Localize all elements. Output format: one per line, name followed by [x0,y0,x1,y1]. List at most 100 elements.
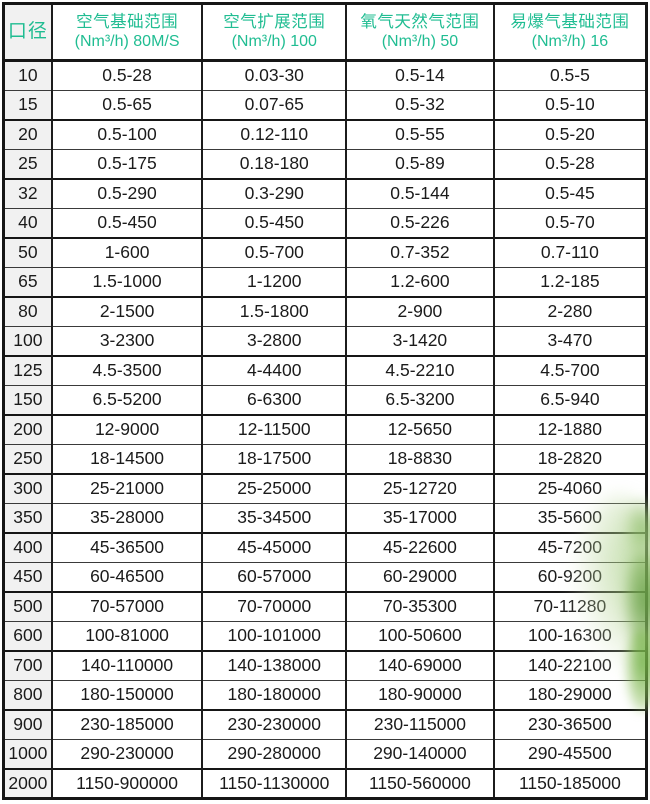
range-cell: 0.5-20 [492,118,647,149]
range-cell: 35-28000 [50,502,203,533]
table-row: 350 35-28000 35-34500 35-17000 35-5600 [3,502,647,533]
header-line2: (Nm³/h) 100 [231,33,317,51]
header-air-extended-range: 空气扩展范围 (Nm³/h) 100 [201,3,347,62]
range-cell: 230-36500 [492,708,647,739]
table-row: 2000 1150-900000 1150-1130000 1150-560000 11… [3,767,647,798]
diameter-cell: 20 [3,118,52,149]
diameter-cell: 900 [3,708,52,739]
range-cell: 0.07-65 [201,89,347,120]
range-cell: 4.5-700 [492,354,647,385]
diameter-cell: 125 [3,354,52,385]
table-row: 150 6.5-5200 6-6300 6.5-3200 6.5-940 [3,384,647,415]
diameter-cell: 50 [3,236,52,267]
diameter-cell: 700 [3,649,52,680]
range-cell: 4.5-3500 [50,354,203,385]
diameter-cell: 600 [3,620,52,651]
table-body: 10 0.5-28 0.03-30 0.5-14 0.5-5 15 0.5-65 0.07-6… [3,60,647,798]
range-cell: 140-110000 [50,649,203,680]
range-cell: 25-4060 [492,472,647,503]
diameter-cell: 350 [3,502,52,533]
range-cell: 290-280000 [201,738,347,769]
range-cell: 0.3-290 [201,177,347,208]
table-row: 800 180-150000 180-180000 180-90000 180-2900… [3,679,647,710]
range-cell: 0.5-100 [50,118,203,149]
range-cell: 3-1420 [345,325,494,356]
range-cell: 1.5-1000 [50,266,203,297]
diameter-cell: 800 [3,679,52,710]
header-oxygen-naturalgas-range: 氧气天然气范围 (Nm³/h) 50 [345,3,494,62]
range-cell: 1.2-185 [492,266,647,297]
range-cell: 0.5-10 [492,89,647,120]
range-cell: 0.5-65 [50,89,203,120]
diameter-cell: 32 [3,177,52,208]
range-cell: 1-1200 [201,266,347,297]
range-cell: 0.12-110 [201,118,347,149]
range-cell: 0.7-110 [492,236,647,267]
range-cell: 2-900 [345,295,494,326]
diameter-cell: 80 [3,295,52,326]
range-cell: 1150-900000 [50,767,203,798]
range-cell: 100-50600 [345,620,494,651]
range-cell: 6.5-3200 [345,384,494,415]
range-cell: 18-14500 [50,443,203,474]
range-cell: 290-140000 [345,738,494,769]
range-cell: 0.5-89 [345,148,494,179]
range-cell: 0.5-450 [201,207,347,238]
diameter-cell: 500 [3,590,52,621]
range-cell: 140-138000 [201,649,347,680]
range-cell: 0.5-175 [50,148,203,179]
range-cell: 0.5-70 [492,207,647,238]
range-cell: 18-2820 [492,443,647,474]
range-cell: 140-69000 [345,649,494,680]
range-cell: 12-9000 [50,413,203,444]
range-cell: 0.5-55 [345,118,494,149]
diameter-cell: 1000 [3,738,52,769]
range-cell: 18-17500 [201,443,347,474]
table-row: 600 100-81000 100-101000 100-50600 100-16300 [3,620,647,651]
table-row: 400 45-36500 45-45000 45-22600 45-7200 [3,531,647,562]
range-cell: 35-5600 [492,502,647,533]
table-row: 450 60-46500 60-57000 60-29000 60-9200 [3,561,647,592]
range-cell: 0.5-700 [201,236,347,267]
header-line1: 空气基础范围 [76,12,179,31]
diameter-cell: 450 [3,561,52,592]
table-row: 32 0.5-290 0.3-290 0.5-144 0.5-45 [3,177,647,208]
range-cell: 180-29000 [492,679,647,710]
range-cell: 25-21000 [50,472,203,503]
range-cell: 1.2-600 [345,266,494,297]
table-row: 700 140-110000 140-138000 140-69000 140-2210… [3,649,647,680]
range-cell: 290-230000 [50,738,203,769]
diameter-cell: 15 [3,89,52,120]
header-line2: (Nm³/h) 50 [381,33,459,51]
range-cell: 100-16300 [492,620,647,651]
range-cell: 0.5-14 [345,60,494,90]
range-cell: 0.5-45 [492,177,647,208]
range-cell: 230-230000 [201,708,347,739]
table-row: 250 18-14500 18-17500 18-8830 18-2820 [3,443,647,474]
range-cell: 230-115000 [345,708,494,739]
range-cell: 12-11500 [201,413,347,444]
header-line1: 易爆气基础范围 [510,12,630,31]
range-cell: 70-70000 [201,590,347,621]
header-line1: 空气扩展范围 [223,12,326,31]
range-cell: 70-57000 [50,590,203,621]
range-cell: 230-185000 [50,708,203,739]
range-cell: 45-22600 [345,531,494,562]
table-row: 65 1.5-1000 1-1200 1.2-600 1.2-185 [3,266,647,297]
range-cell: 45-7200 [492,531,647,562]
range-cell: 180-90000 [345,679,494,710]
diameter-cell: 400 [3,531,52,562]
table-row: 15 0.5-65 0.07-65 0.5-32 0.5-10 [3,89,647,120]
range-cell: 18-8830 [345,443,494,474]
range-cell: 0.7-352 [345,236,494,267]
range-cell: 100-81000 [50,620,203,651]
table-row: 50 1-600 0.5-700 0.7-352 0.7-110 [3,236,647,267]
range-cell: 180-150000 [50,679,203,710]
range-cell: 0.5-226 [345,207,494,238]
range-cell: 290-45500 [492,738,647,769]
range-cell: 0.03-30 [201,60,347,90]
header-explosive-gas-range: 易爆气基础范围 (Nm³/h) 16 [492,3,647,62]
diameter-cell: 300 [3,472,52,503]
table-row: 20 0.5-100 0.12-110 0.5-55 0.5-20 [3,118,647,149]
range-cell: 1150-185000 [492,767,647,798]
